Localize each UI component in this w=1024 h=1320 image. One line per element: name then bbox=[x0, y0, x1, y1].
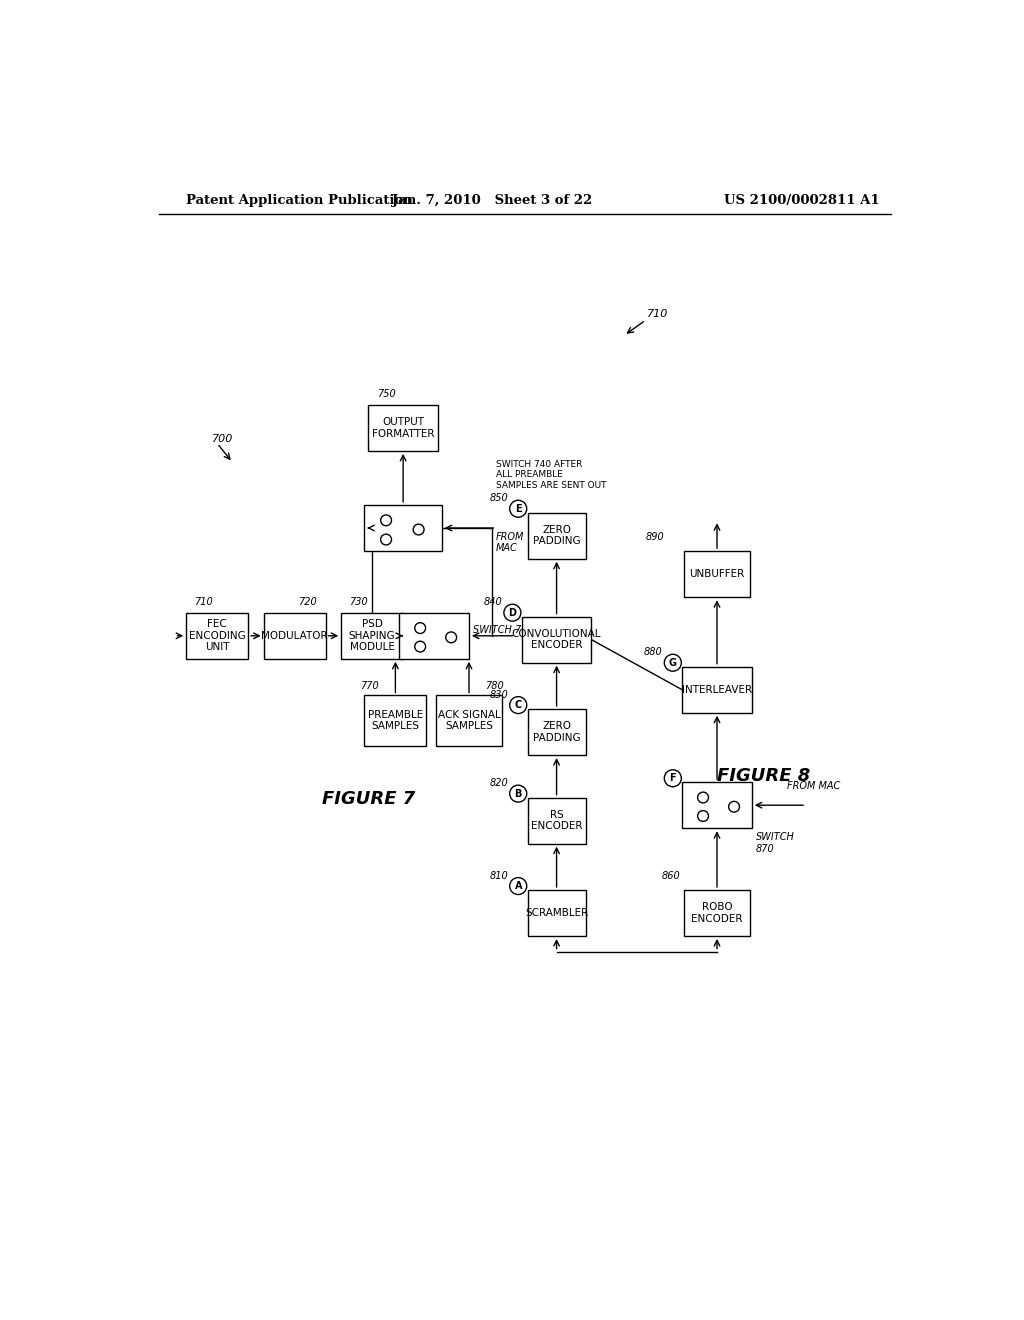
Text: FIGURE 8: FIGURE 8 bbox=[717, 767, 810, 784]
Text: 720: 720 bbox=[299, 597, 317, 607]
Circle shape bbox=[510, 785, 526, 803]
Circle shape bbox=[414, 524, 424, 535]
Text: 880: 880 bbox=[644, 647, 663, 657]
Text: RS
ENCODER: RS ENCODER bbox=[530, 809, 583, 832]
Text: SWITCH 760: SWITCH 760 bbox=[473, 624, 534, 635]
Circle shape bbox=[729, 801, 739, 812]
Bar bbox=[369, 405, 438, 451]
Circle shape bbox=[697, 810, 709, 821]
Circle shape bbox=[510, 878, 526, 895]
Bar bbox=[341, 612, 403, 659]
Circle shape bbox=[381, 515, 391, 525]
Circle shape bbox=[665, 770, 681, 787]
Text: FIGURE 7: FIGURE 7 bbox=[322, 789, 415, 808]
Bar bbox=[521, 616, 592, 663]
Text: FROM MAC: FROM MAC bbox=[786, 781, 840, 791]
Bar bbox=[365, 696, 426, 746]
Text: FROM
MAC: FROM MAC bbox=[496, 532, 524, 553]
Text: SCRAMBLER: SCRAMBLER bbox=[525, 908, 588, 917]
Text: Jan. 7, 2010   Sheet 3 of 22: Jan. 7, 2010 Sheet 3 of 22 bbox=[392, 194, 592, 207]
Text: PSD
SHAPING
MODULE: PSD SHAPING MODULE bbox=[349, 619, 395, 652]
Text: 830: 830 bbox=[489, 690, 508, 700]
Circle shape bbox=[665, 655, 681, 671]
Text: ROBO
ENCODER: ROBO ENCODER bbox=[691, 902, 742, 924]
Text: 730: 730 bbox=[349, 597, 369, 607]
Text: OUTPUT
FORMATTER: OUTPUT FORMATTER bbox=[372, 417, 434, 438]
Text: PREAMBLE
SAMPLES: PREAMBLE SAMPLES bbox=[368, 710, 423, 731]
Bar bbox=[365, 506, 442, 552]
Circle shape bbox=[415, 642, 426, 652]
Text: INTERLEAVER: INTERLEAVER bbox=[682, 685, 752, 694]
Text: MODULATOR: MODULATOR bbox=[261, 631, 328, 640]
Text: ZERO
PADDING: ZERO PADDING bbox=[532, 721, 581, 743]
Text: 840: 840 bbox=[483, 598, 503, 607]
Text: ZERO
PADDING: ZERO PADDING bbox=[532, 525, 581, 546]
Bar bbox=[186, 612, 248, 659]
Text: E: E bbox=[515, 504, 521, 513]
Circle shape bbox=[415, 623, 426, 634]
Circle shape bbox=[381, 535, 391, 545]
Bar bbox=[399, 612, 469, 659]
Text: US 2100/0002811 A1: US 2100/0002811 A1 bbox=[724, 194, 880, 207]
Bar bbox=[263, 612, 326, 659]
Bar bbox=[684, 552, 750, 597]
Text: 860: 860 bbox=[662, 871, 680, 880]
Text: 820: 820 bbox=[489, 779, 508, 788]
Text: Patent Application Publication: Patent Application Publication bbox=[186, 194, 413, 207]
Text: 710: 710 bbox=[195, 597, 213, 607]
Text: 750: 750 bbox=[377, 388, 395, 399]
Text: SWITCH 740 AFTER
ALL PREAMBLE
SAMPLES ARE SENT OUT: SWITCH 740 AFTER ALL PREAMBLE SAMPLES AR… bbox=[496, 459, 606, 490]
Text: 890: 890 bbox=[646, 532, 665, 543]
Text: 850: 850 bbox=[489, 494, 508, 503]
Text: 710: 710 bbox=[647, 309, 669, 318]
Text: 700: 700 bbox=[212, 434, 233, 444]
Bar bbox=[527, 512, 586, 558]
Circle shape bbox=[504, 605, 521, 622]
Text: SWITCH
870: SWITCH 870 bbox=[756, 832, 795, 854]
Bar bbox=[527, 797, 586, 843]
Bar bbox=[527, 890, 586, 936]
Circle shape bbox=[510, 697, 526, 714]
Text: 810: 810 bbox=[489, 871, 508, 880]
Circle shape bbox=[445, 632, 457, 643]
Text: G: G bbox=[669, 657, 677, 668]
Text: B: B bbox=[514, 788, 522, 799]
Text: CONVOLUTIONAL
ENCODER: CONVOLUTIONAL ENCODER bbox=[512, 628, 601, 651]
Text: F: F bbox=[670, 774, 676, 783]
Text: 780: 780 bbox=[485, 681, 504, 690]
Bar bbox=[682, 667, 752, 713]
Bar bbox=[682, 781, 752, 829]
Text: D: D bbox=[508, 607, 516, 618]
Text: UNBUFFER: UNBUFFER bbox=[689, 569, 744, 579]
Bar bbox=[684, 890, 750, 936]
Text: ACK SIGNAL
SAMPLES: ACK SIGNAL SAMPLES bbox=[437, 710, 501, 731]
Circle shape bbox=[510, 500, 526, 517]
Bar bbox=[527, 709, 586, 755]
Circle shape bbox=[697, 792, 709, 803]
Text: 770: 770 bbox=[360, 681, 379, 690]
Text: FEC
ENCODING
UNIT: FEC ENCODING UNIT bbox=[188, 619, 246, 652]
Bar bbox=[436, 696, 502, 746]
Text: A: A bbox=[514, 880, 522, 891]
Text: C: C bbox=[515, 700, 522, 710]
